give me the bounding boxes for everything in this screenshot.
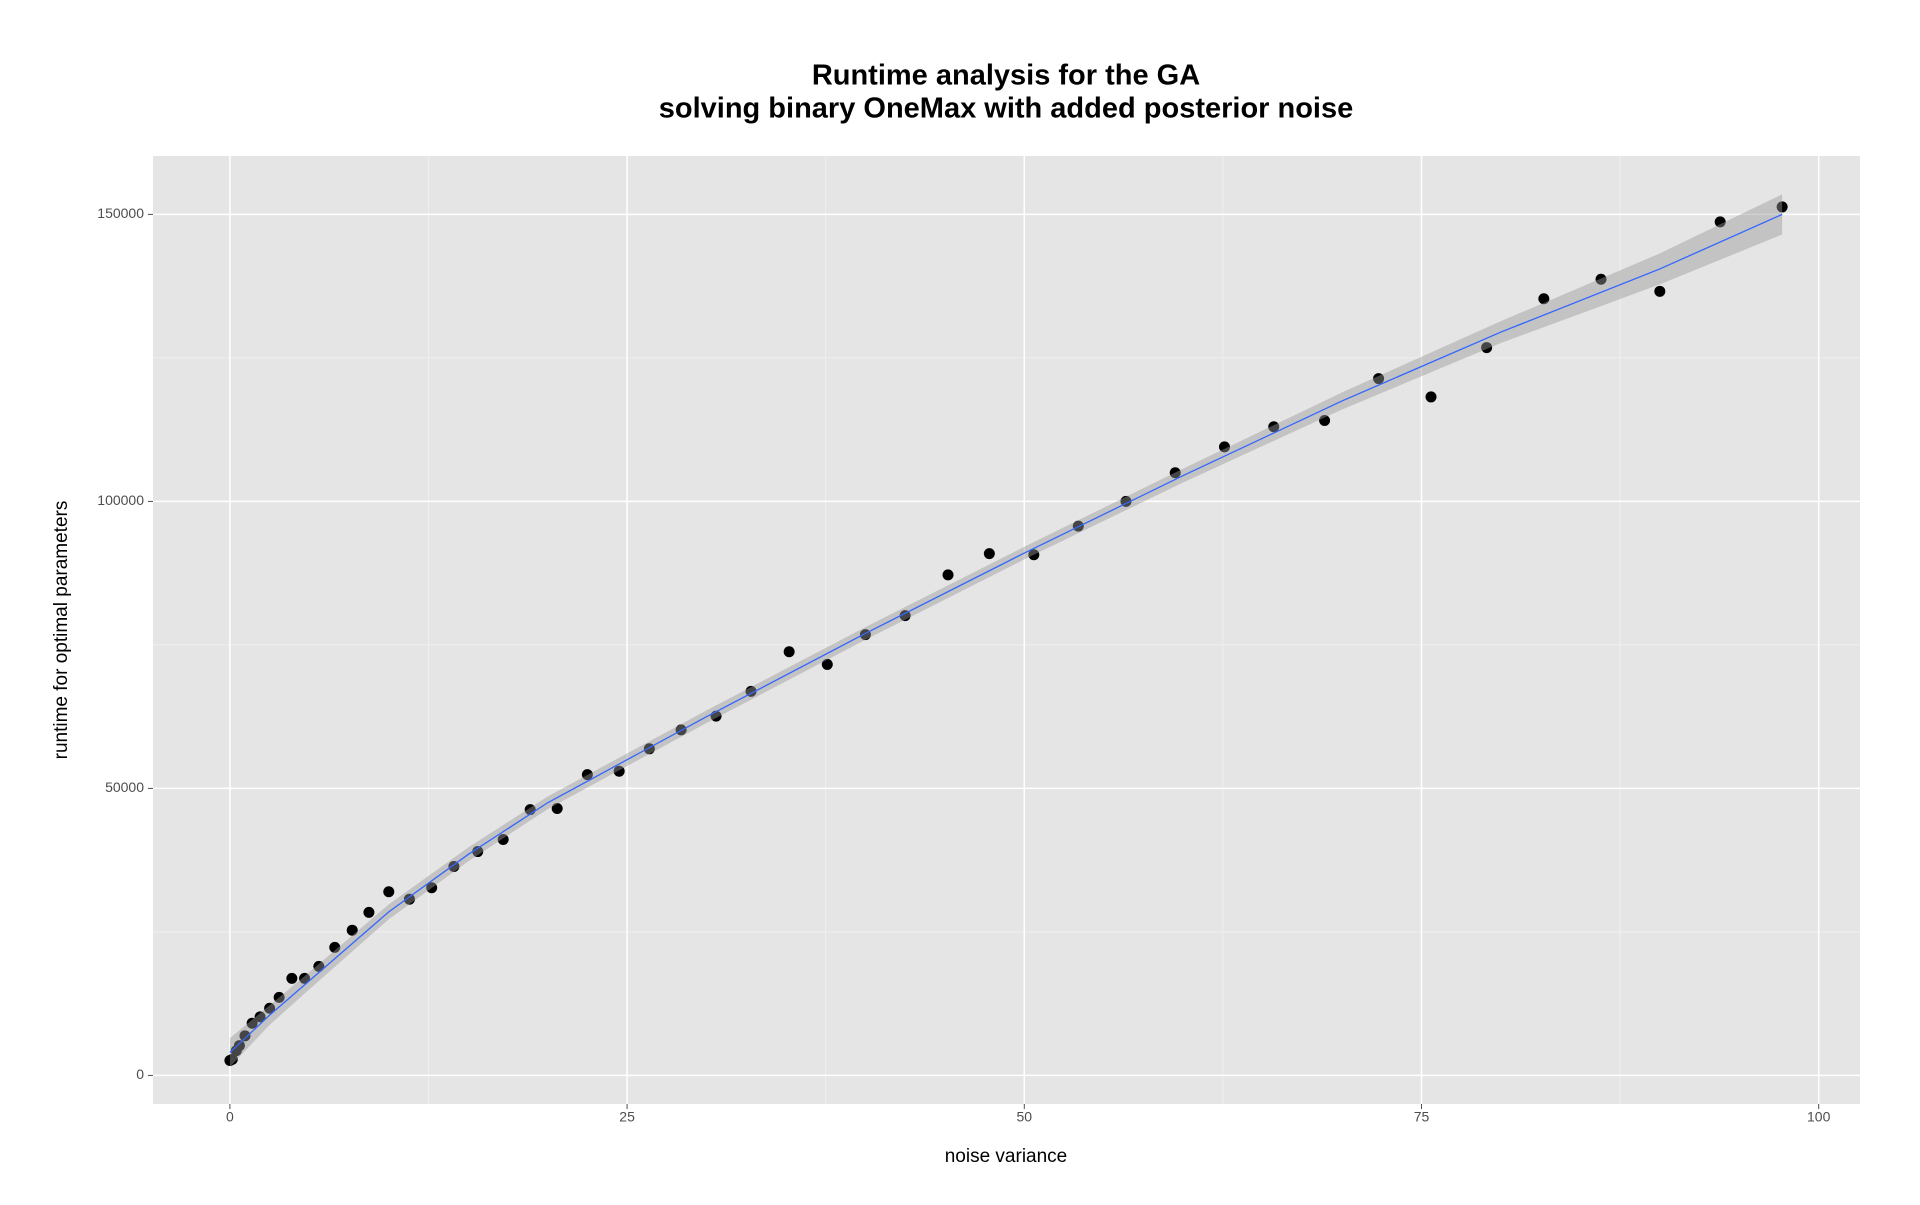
point xyxy=(581,769,593,781)
fit-line xyxy=(229,213,1783,1053)
point xyxy=(1776,201,1788,213)
point xyxy=(426,882,438,894)
point xyxy=(226,1053,238,1065)
point xyxy=(403,893,415,905)
point xyxy=(1425,391,1437,403)
point xyxy=(246,1017,258,1029)
x-tick-label: 75 xyxy=(1414,1109,1430,1125)
chart-title: Runtime analysis for the GA xyxy=(812,60,1200,92)
point xyxy=(1319,414,1331,426)
point xyxy=(1028,549,1040,561)
point xyxy=(899,610,911,622)
point xyxy=(1654,285,1666,297)
point xyxy=(942,569,954,581)
point xyxy=(329,941,341,953)
point xyxy=(1595,273,1607,285)
point xyxy=(346,924,358,936)
point xyxy=(239,1030,251,1042)
y-tick-label: 100000 xyxy=(97,492,144,508)
x-tick-label: 100 xyxy=(1807,1109,1831,1125)
point xyxy=(472,846,484,858)
point xyxy=(821,658,833,670)
x-tick-label: 0 xyxy=(226,1109,234,1125)
y-axis-label: runtime for optimal parameters xyxy=(51,501,72,760)
plot-panel xyxy=(153,156,1860,1104)
x-tick-label: 50 xyxy=(1017,1109,1033,1125)
point xyxy=(273,991,285,1003)
point xyxy=(551,803,563,815)
point xyxy=(313,960,325,972)
point xyxy=(1481,342,1493,354)
point xyxy=(783,646,795,658)
point xyxy=(1714,216,1726,228)
point xyxy=(1373,373,1385,385)
point xyxy=(1169,467,1181,479)
x-axis-label: noise variance xyxy=(945,1146,1068,1167)
point xyxy=(299,972,311,984)
point xyxy=(286,972,298,984)
point xyxy=(383,886,395,898)
point xyxy=(254,1011,266,1023)
x-tick-label: 25 xyxy=(619,1109,635,1125)
y-tick-label: 0 xyxy=(136,1066,144,1082)
chart-title: solving binary OneMax with added posteri… xyxy=(659,93,1354,125)
y-tick-label: 150000 xyxy=(97,205,144,221)
point xyxy=(613,765,625,777)
point xyxy=(363,906,375,918)
point xyxy=(448,860,460,872)
point xyxy=(1538,293,1550,305)
point xyxy=(497,834,509,846)
point xyxy=(983,548,995,560)
point xyxy=(1218,441,1230,453)
point xyxy=(233,1040,245,1052)
point xyxy=(1268,421,1280,433)
y-tick-label: 50000 xyxy=(105,779,144,795)
point xyxy=(264,1002,276,1014)
